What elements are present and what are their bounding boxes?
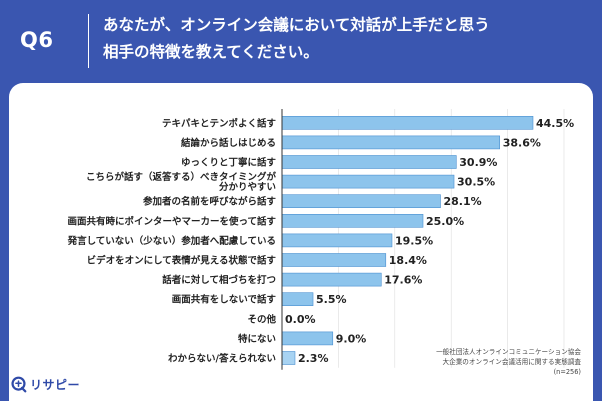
value-label: 30.5% <box>457 176 495 189</box>
value-label: 9.0% <box>336 332 367 345</box>
bar <box>281 351 296 365</box>
brand-logo: リサピー <box>10 372 80 396</box>
question-text: あなたが、オンライン会議において対話が上手だと思う 相手の特徴を教えてください。 <box>103 16 490 61</box>
value-label: 2.3% <box>298 352 329 365</box>
bar <box>281 135 501 150</box>
category-label: ゆっくりと丁寧に話す <box>181 157 277 169</box>
value-label: 44.5% <box>536 117 574 130</box>
category-label: ビデオをオンにして表情が見える状態で話す <box>87 255 277 267</box>
category-label: 発言していない（少ない）参加者へ配慮している <box>67 235 276 247</box>
category-label: テキパキとテンポよく話す <box>162 117 277 129</box>
bar <box>281 214 424 228</box>
logo-text: リサピー <box>30 377 81 392</box>
value-label: 17.6% <box>384 274 422 287</box>
logo-icon <box>11 376 27 392</box>
header-divider <box>88 14 89 68</box>
header: Q6 あなたが、オンライン会議において対話が上手だと思う 相手の特徴を教えてくだ… <box>0 0 602 82</box>
category-label: 特にない <box>238 333 276 345</box>
bar <box>281 115 534 130</box>
value-label: 25.0% <box>426 215 464 228</box>
value-label: 19.5% <box>395 234 433 247</box>
bar <box>281 174 455 189</box>
question-number: Q6 <box>20 28 54 52</box>
source-note: 一般社団法人オンラインコミュニケーション協会 大企業のオンライン会議活用に関する… <box>436 347 581 377</box>
source-survey: 大企業のオンライン会議活用に関する実態調査 <box>442 358 581 366</box>
category-label: わからない/答えられない <box>168 353 276 365</box>
chart-card: テキパキとテンポよく話す 44.5% 結論から話しはじめる 38.6% ゆっくりと丁寧に… <box>9 83 593 401</box>
category-label: その他 <box>247 313 276 325</box>
source-organization: 一般社団法人オンラインコミュニケーション協会 <box>436 348 581 356</box>
category-label: 画面共有時にポインターやマーカーを使って話す <box>67 215 276 227</box>
bar <box>281 272 382 287</box>
bar <box>281 331 334 346</box>
category-label: 参加者の名前を呼びながら話す <box>142 196 277 208</box>
category-label: 画面共有をしないで話す <box>172 294 277 306</box>
value-label: 38.6% <box>503 136 541 149</box>
category-label: こちらが話す（返答する）べきタイミングが分かりやすい <box>86 171 277 193</box>
category-label: 話者に対して相づちを打つ <box>162 274 276 286</box>
value-label: 5.5% <box>316 293 347 306</box>
bar <box>281 233 393 248</box>
value-label: 30.9% <box>459 156 497 169</box>
bar <box>281 194 441 208</box>
bar <box>281 292 314 306</box>
value-label: 28.1% <box>443 195 481 208</box>
category-label: 結論から話しはじめる <box>181 137 276 149</box>
bar <box>281 253 387 267</box>
source-sample-size: (n=256) <box>553 368 581 376</box>
value-label: 18.4% <box>389 254 427 267</box>
bar-chart: テキパキとテンポよく話す 44.5% 結論から話しはじめる 38.6% ゆっくりと丁寧に… <box>67 109 574 370</box>
value-label: 0.0% <box>285 313 316 326</box>
bar <box>281 155 457 169</box>
